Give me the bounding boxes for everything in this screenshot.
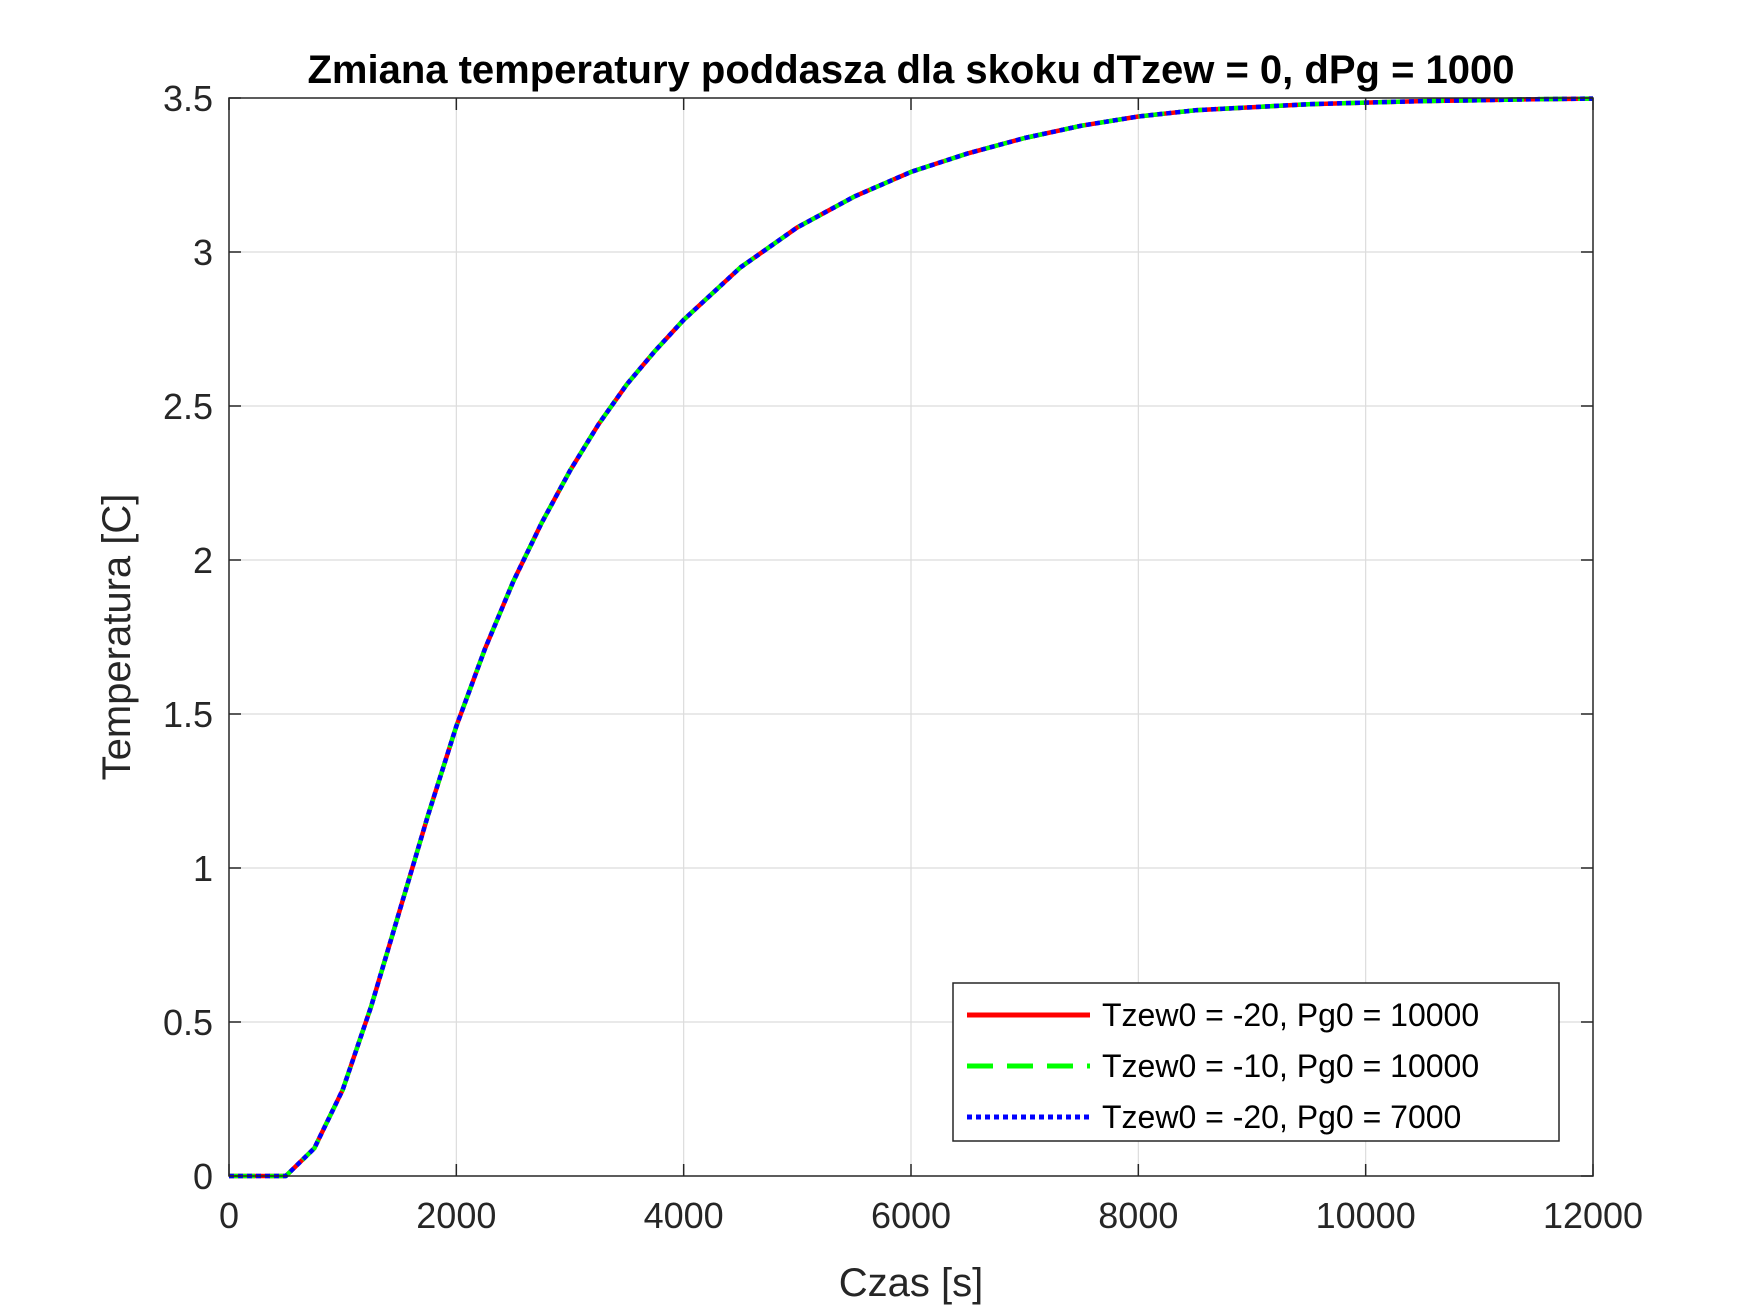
x-axis-label: Czas [s] [839,1261,983,1305]
y-tick-label: 1 [193,848,213,889]
legend-label-1: Tzew0 = -20, Pg0 = 10000 [1102,997,1479,1033]
legend-label-2: Tzew0 = -10, Pg0 = 10000 [1102,1048,1479,1084]
y-tick-label: 2 [193,540,213,581]
y-tick-label: 3 [193,232,213,273]
legend-label-3: Tzew0 = -20, Pg0 = 7000 [1102,1099,1461,1135]
series-line-3 [229,96,1594,1179]
x-tick-label: 4000 [644,1195,724,1236]
y-tick-label: 3.5 [163,78,213,119]
y-tick-label: 0.5 [163,1002,213,1043]
legend: Tzew0 = -20, Pg0 = 10000 Tzew0 = -10, Pg0… [952,982,1560,1142]
y-tick-label: 0 [193,1156,213,1197]
tick-labels: 0 2000 4000 6000 8000 10000 12000 0 0.5 1 1.5 2 2.5 3… [163,78,1643,1236]
y-tick-label: 2.5 [163,386,213,427]
legend-box [952,982,1560,1142]
axis-ticks [228,97,1594,1177]
y-axis-label: Temperatura [C] [95,494,139,781]
x-tick-label: 6000 [871,1195,951,1236]
x-tick-label: 12000 [1543,1195,1643,1236]
x-tick-label: 0 [219,1195,239,1236]
x-tick-label: 8000 [1098,1195,1178,1236]
x-tick-label: 2000 [416,1195,496,1236]
series-lines [229,96,1594,1179]
y-tick-label: 1.5 [163,694,213,735]
x-tick-label: 10000 [1316,1195,1416,1236]
chart-title: Zmiana temperatury poddasza dla skoku dT… [307,48,1514,92]
